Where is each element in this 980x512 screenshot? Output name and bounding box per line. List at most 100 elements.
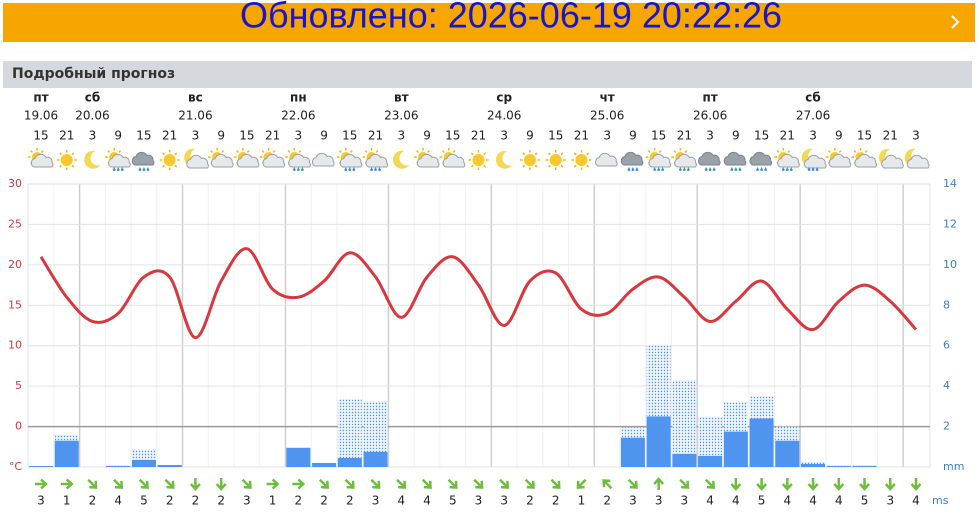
cloud — [723, 151, 747, 166]
wind-arrow — [524, 478, 535, 489]
day-name: пт — [702, 91, 717, 105]
sun-ray — [452, 150, 456, 153]
sun-ray — [853, 150, 857, 153]
weather-icon — [28, 148, 54, 168]
wind-arrow — [113, 478, 124, 489]
sun-ray — [118, 150, 122, 153]
sun-ray — [534, 152, 538, 156]
hour-label: 3 — [295, 129, 303, 143]
wind-speed: 3 — [243, 494, 251, 508]
sun-ray — [174, 152, 178, 156]
wind-arrow — [473, 478, 484, 489]
sun-ray — [838, 150, 842, 153]
wind-speed: 1 — [63, 494, 71, 508]
sun-ray — [470, 164, 474, 168]
precip-bar — [646, 416, 671, 467]
banner[interactable] — [3, 3, 975, 42]
hour-label: 21 — [677, 129, 692, 143]
y-tick-label: 0 — [15, 420, 22, 433]
day-name: пн — [290, 91, 307, 105]
precip-bar — [363, 451, 388, 467]
precip-bar — [749, 418, 774, 467]
day-name: пт — [33, 91, 48, 105]
weather-icon — [878, 148, 904, 169]
hour-label: 21 — [883, 129, 898, 143]
wind-arrow — [266, 478, 280, 490]
rain-drop — [146, 167, 150, 172]
cloud — [365, 153, 389, 168]
wind-speed: 2 — [217, 494, 225, 508]
rain-drop — [348, 167, 352, 172]
wind-speed: 2 — [603, 494, 611, 508]
sun-ray — [827, 150, 831, 153]
sun-ray — [573, 164, 577, 168]
y-tick-label: 5 — [15, 379, 22, 392]
sun-ray — [658, 150, 662, 153]
wind-arrow — [35, 478, 48, 490]
sun-ray — [647, 150, 651, 153]
weather-icon — [723, 151, 747, 172]
day-date: 20.06 — [75, 109, 109, 123]
wind-arrow — [627, 478, 638, 489]
rain-drop — [686, 167, 690, 172]
precip-bar — [157, 464, 182, 467]
wind-arrow — [318, 478, 329, 489]
y2-tick-label: 10 — [943, 258, 957, 271]
weather-icon — [393, 150, 410, 169]
weather-icon — [801, 148, 827, 172]
sun-ray — [107, 150, 111, 153]
rain-drop — [370, 167, 374, 172]
wind-speed: 5 — [758, 494, 766, 508]
hour-label: 15 — [857, 129, 872, 143]
weather-icon — [362, 148, 389, 172]
cloud — [211, 153, 234, 168]
day-name: сб — [85, 91, 101, 105]
sun-ray — [522, 152, 526, 156]
hour-label: 9 — [526, 129, 534, 143]
rain-drop — [760, 167, 764, 172]
y-tick-label: 10 — [8, 339, 22, 352]
wind-speed: 2 — [346, 494, 354, 508]
rain-drop — [300, 167, 304, 172]
sun-ray — [375, 150, 379, 153]
rain-drop — [785, 167, 789, 172]
wind-arrow — [910, 478, 922, 491]
rain-drop — [734, 167, 738, 172]
wind-speed: 2 — [320, 494, 328, 508]
rain-drop — [811, 167, 815, 172]
hour-label: 21 — [471, 129, 486, 143]
rain-drop — [378, 167, 382, 172]
wind-speed: 4 — [114, 494, 122, 508]
plot — [27, 183, 931, 468]
rain-drop — [344, 167, 348, 172]
wind-speed: 5 — [140, 494, 148, 508]
wind-speed: 3 — [629, 494, 637, 508]
rain-drop — [708, 167, 712, 172]
wind-speed: 4 — [809, 494, 817, 508]
sun-ray — [787, 150, 791, 153]
banner-arrow[interactable] — [951, 15, 960, 29]
hour-label: 3 — [603, 129, 611, 143]
precip-bar — [801, 463, 826, 467]
cloud — [108, 153, 131, 168]
sun-ray — [427, 150, 430, 153]
wind-speed: 4 — [397, 494, 405, 508]
weather-icon — [208, 148, 234, 168]
rain-drop — [789, 167, 793, 172]
wind-arrow — [164, 478, 175, 489]
wind-arrow — [60, 478, 74, 490]
hour-label: 15 — [445, 129, 460, 143]
sun-ray — [41, 150, 44, 153]
hour-label: 3 — [397, 129, 405, 143]
rain-drop — [120, 167, 124, 172]
rain-drop — [781, 167, 785, 172]
wind-speed: 2 — [89, 494, 97, 508]
y-tick-label: 20 — [8, 258, 22, 271]
rain-drop — [653, 167, 657, 172]
sun-ray — [162, 164, 165, 168]
wind-speed: 3 — [681, 494, 689, 508]
wind-speed: 1 — [578, 494, 586, 508]
hour-label: 9 — [732, 129, 740, 143]
